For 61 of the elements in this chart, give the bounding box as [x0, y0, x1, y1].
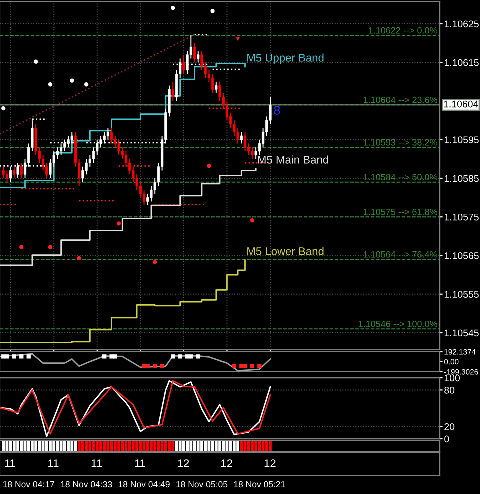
y-tick-label: 1.10595	[444, 136, 479, 144]
text: 11	[92, 460, 102, 468]
candlestick	[118, 139, 120, 156]
candlestick	[212, 74, 214, 94]
y-tick-label: 1.10625	[444, 20, 479, 28]
x-tick-label: 18 Nov 04:33	[61, 481, 112, 488]
x-tick-label: 18 Nov 04:49	[118, 481, 170, 488]
ref-line-label: 1.10564 --> 76.4%	[364, 251, 438, 258]
candlestick	[244, 132, 247, 152]
candlestick	[92, 147, 96, 164]
x-tick-label: 18 Nov 05:21	[234, 481, 286, 488]
text: 11	[5, 460, 16, 468]
ref-line-label: 1.10604	[444, 100, 478, 108]
candlestick	[106, 128, 110, 140]
candlestick	[193, 42, 196, 64]
candlestick	[182, 54, 186, 75]
y-tick-label: 0	[444, 436, 450, 443]
candlestick	[142, 190, 146, 206]
y-tick-label: 100	[444, 374, 460, 382]
candlestick	[2, 166, 5, 179]
y-tick-label: 80	[444, 386, 455, 394]
text: 12	[178, 460, 190, 468]
candlestick	[197, 50, 200, 64]
candlestick	[20, 162, 23, 179]
candlestick	[13, 166, 16, 179]
candlestick	[251, 147, 254, 160]
series-label: M5 Main Band	[258, 156, 328, 164]
x-tick-label: 18 Nov 05:05	[176, 481, 228, 488]
series-label: M5 Upper Band	[248, 54, 324, 64]
ref-line-label: 1.10546 --> 100.0%	[358, 320, 438, 328]
y-tick-label: 1.10585	[444, 175, 479, 182]
candlestick	[215, 81, 218, 94]
candlestick	[110, 128, 114, 144]
candlestick	[56, 147, 59, 160]
x-tick-label: 18 Nov 04:17	[3, 481, 54, 488]
series-label: M5 Lower Band	[248, 247, 324, 256]
candlestick	[139, 182, 142, 198]
text: 11	[135, 460, 146, 468]
ref-line-label: 1.10584 --> 50.0%	[364, 174, 438, 181]
candlestick	[172, 81, 174, 102]
ref-line-label: 1.10622 --> 0.0%	[368, 27, 438, 34]
candlestick	[42, 154, 45, 172]
candlestick	[6, 170, 9, 183]
y-tick-label: 1.10555	[444, 291, 479, 298]
candlestick	[240, 132, 243, 144]
y-tick-label: 1.10615	[444, 59, 479, 66]
candlestick	[88, 154, 92, 168]
text: 12	[221, 460, 232, 468]
y-tick-label: 20	[444, 424, 455, 430]
candlestick	[124, 150, 128, 168]
y-tick-label: 1.10545	[444, 330, 479, 337]
annotation: 8	[274, 106, 280, 115]
candlestick	[128, 158, 132, 176]
y-tick-label: 1.10565	[444, 252, 479, 260]
ref-line-label: 1.10604 --> 23.6%	[364, 96, 438, 104]
ref-line-label: 1.10593 --> 38.2%	[364, 139, 438, 146]
ref-line-label: 1.10575 --> 61.8%	[364, 208, 438, 216]
y-tick-label: 1.10575	[444, 214, 479, 221]
candlestick	[226, 100, 229, 122]
text: 11	[48, 460, 59, 468]
text: 12	[264, 460, 276, 468]
